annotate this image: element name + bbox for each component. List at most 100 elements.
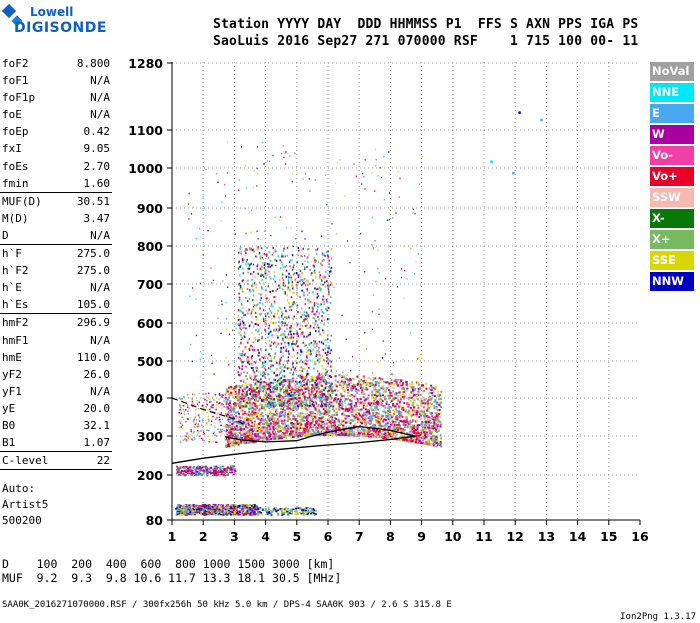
echo-point <box>247 312 249 314</box>
echo-point <box>307 320 309 322</box>
echo-point <box>297 423 299 425</box>
echo-point <box>274 341 276 343</box>
echo-point <box>222 280 223 282</box>
echo-point <box>325 387 327 389</box>
echo-point <box>261 399 263 401</box>
echo-point <box>285 390 287 392</box>
echo-point <box>395 397 397 399</box>
echo-point <box>287 367 289 369</box>
echo-point <box>246 280 248 282</box>
echo-point <box>242 268 244 270</box>
echo-point <box>345 378 347 380</box>
echo-point <box>394 406 396 408</box>
echo-point <box>322 365 324 367</box>
echo-point <box>392 409 394 411</box>
echo-point <box>290 306 292 308</box>
echo-point <box>265 403 267 405</box>
echo-point <box>354 398 356 400</box>
echo-point <box>314 287 316 289</box>
echo-point <box>281 397 283 399</box>
echo-point <box>318 424 320 426</box>
echo-point <box>281 369 283 371</box>
echo-point <box>325 345 327 347</box>
echo-point <box>289 394 291 396</box>
echo-point <box>326 251 328 253</box>
echo-point <box>317 412 319 414</box>
echo-point <box>407 278 408 280</box>
echo-point <box>279 364 281 366</box>
echo-point <box>375 240 376 242</box>
echo-point <box>326 407 328 409</box>
echo-point <box>416 413 418 415</box>
echo-point <box>305 318 306 320</box>
echo-point <box>408 410 410 412</box>
echo-point <box>436 415 438 417</box>
echo-point <box>329 421 331 423</box>
echo-point <box>249 442 251 444</box>
echo-point <box>264 313 266 315</box>
echo-point <box>304 386 306 388</box>
echo-point <box>274 386 276 388</box>
echo-point <box>298 274 300 276</box>
echo-point <box>388 395 390 397</box>
echo-point <box>246 392 248 394</box>
echo-point <box>324 399 326 401</box>
echo-point <box>430 399 432 401</box>
echo-point <box>422 413 424 415</box>
echo-point <box>388 409 390 411</box>
echo-point <box>297 311 299 313</box>
echo-point <box>315 341 317 343</box>
echo-point <box>343 385 345 387</box>
echo-point <box>292 394 294 396</box>
echo-point <box>323 312 325 314</box>
echo-point <box>295 369 296 371</box>
echo-point <box>242 288 244 290</box>
echo-point <box>259 252 261 254</box>
echo-point <box>258 355 260 357</box>
echo-point <box>320 303 322 305</box>
echo-point <box>265 289 267 291</box>
echo-point <box>200 376 201 378</box>
echo-point <box>346 387 348 389</box>
echo-point <box>251 210 252 212</box>
echo-point <box>414 408 416 410</box>
echo-point <box>291 356 293 358</box>
echo-point <box>232 433 234 435</box>
echo-point <box>280 259 282 261</box>
echo-point <box>274 313 276 315</box>
echo-point <box>429 420 431 422</box>
echo-point <box>391 383 393 385</box>
echo-point <box>253 306 254 308</box>
echo-point <box>231 408 233 410</box>
echo-point <box>326 374 327 376</box>
echo-point <box>418 416 420 418</box>
echo-point <box>291 305 293 307</box>
echo-point <box>275 375 277 377</box>
echo-point <box>330 296 332 298</box>
echo-point <box>190 344 191 346</box>
echo-point <box>248 263 250 265</box>
echo-point <box>356 409 358 411</box>
echo-point <box>261 286 263 288</box>
echo-point <box>330 284 332 286</box>
echo-point <box>293 292 295 294</box>
echo-point <box>292 380 294 382</box>
echo-point <box>259 308 261 310</box>
echo-point <box>386 403 388 405</box>
echo-point <box>284 400 286 402</box>
echo-point <box>302 370 304 372</box>
echo-point <box>339 384 341 386</box>
echo-point <box>398 392 400 394</box>
echo-point <box>258 423 260 425</box>
echo-point <box>299 269 301 271</box>
echo-point <box>261 297 263 299</box>
echo-point <box>288 395 290 397</box>
echo-point <box>245 353 247 355</box>
echo-point <box>326 204 327 206</box>
echo-point <box>350 395 352 397</box>
echo-point <box>256 370 258 372</box>
echo-point <box>240 358 242 360</box>
echo-point <box>269 360 271 362</box>
echo-point <box>372 329 373 331</box>
echo-point <box>280 334 282 336</box>
